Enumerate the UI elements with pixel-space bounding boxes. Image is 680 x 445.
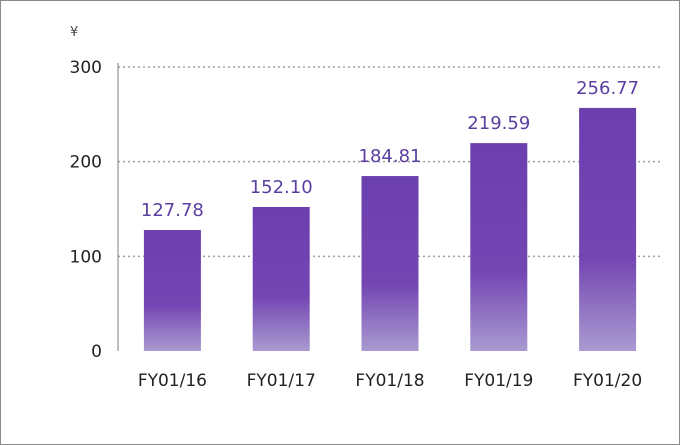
x-tick-label: FY01/19: [464, 371, 533, 391]
data-label: 127.78: [141, 200, 204, 221]
x-tick-label: FY01/17: [247, 371, 316, 391]
y-tick-label: 0: [91, 342, 102, 362]
y-tick-label: 300: [70, 58, 102, 78]
data-label: 219.59: [467, 113, 530, 134]
bar: [143, 230, 201, 351]
data-label: 152.10: [250, 177, 313, 198]
bar: [470, 143, 528, 351]
y-axis-unit-label: ¥: [70, 25, 78, 40]
y-tick-label: 200: [70, 153, 102, 173]
x-tick-label: FY01/16: [138, 371, 207, 391]
bar: [361, 176, 419, 351]
data-label: 256.77: [576, 78, 639, 99]
x-tick-label: FY01/18: [355, 371, 424, 391]
x-tick-label: FY01/20: [573, 371, 642, 391]
bar: [252, 207, 310, 351]
bar: [579, 107, 637, 351]
data-label: 184.81: [359, 146, 422, 167]
y-tick-label: 100: [70, 247, 102, 267]
